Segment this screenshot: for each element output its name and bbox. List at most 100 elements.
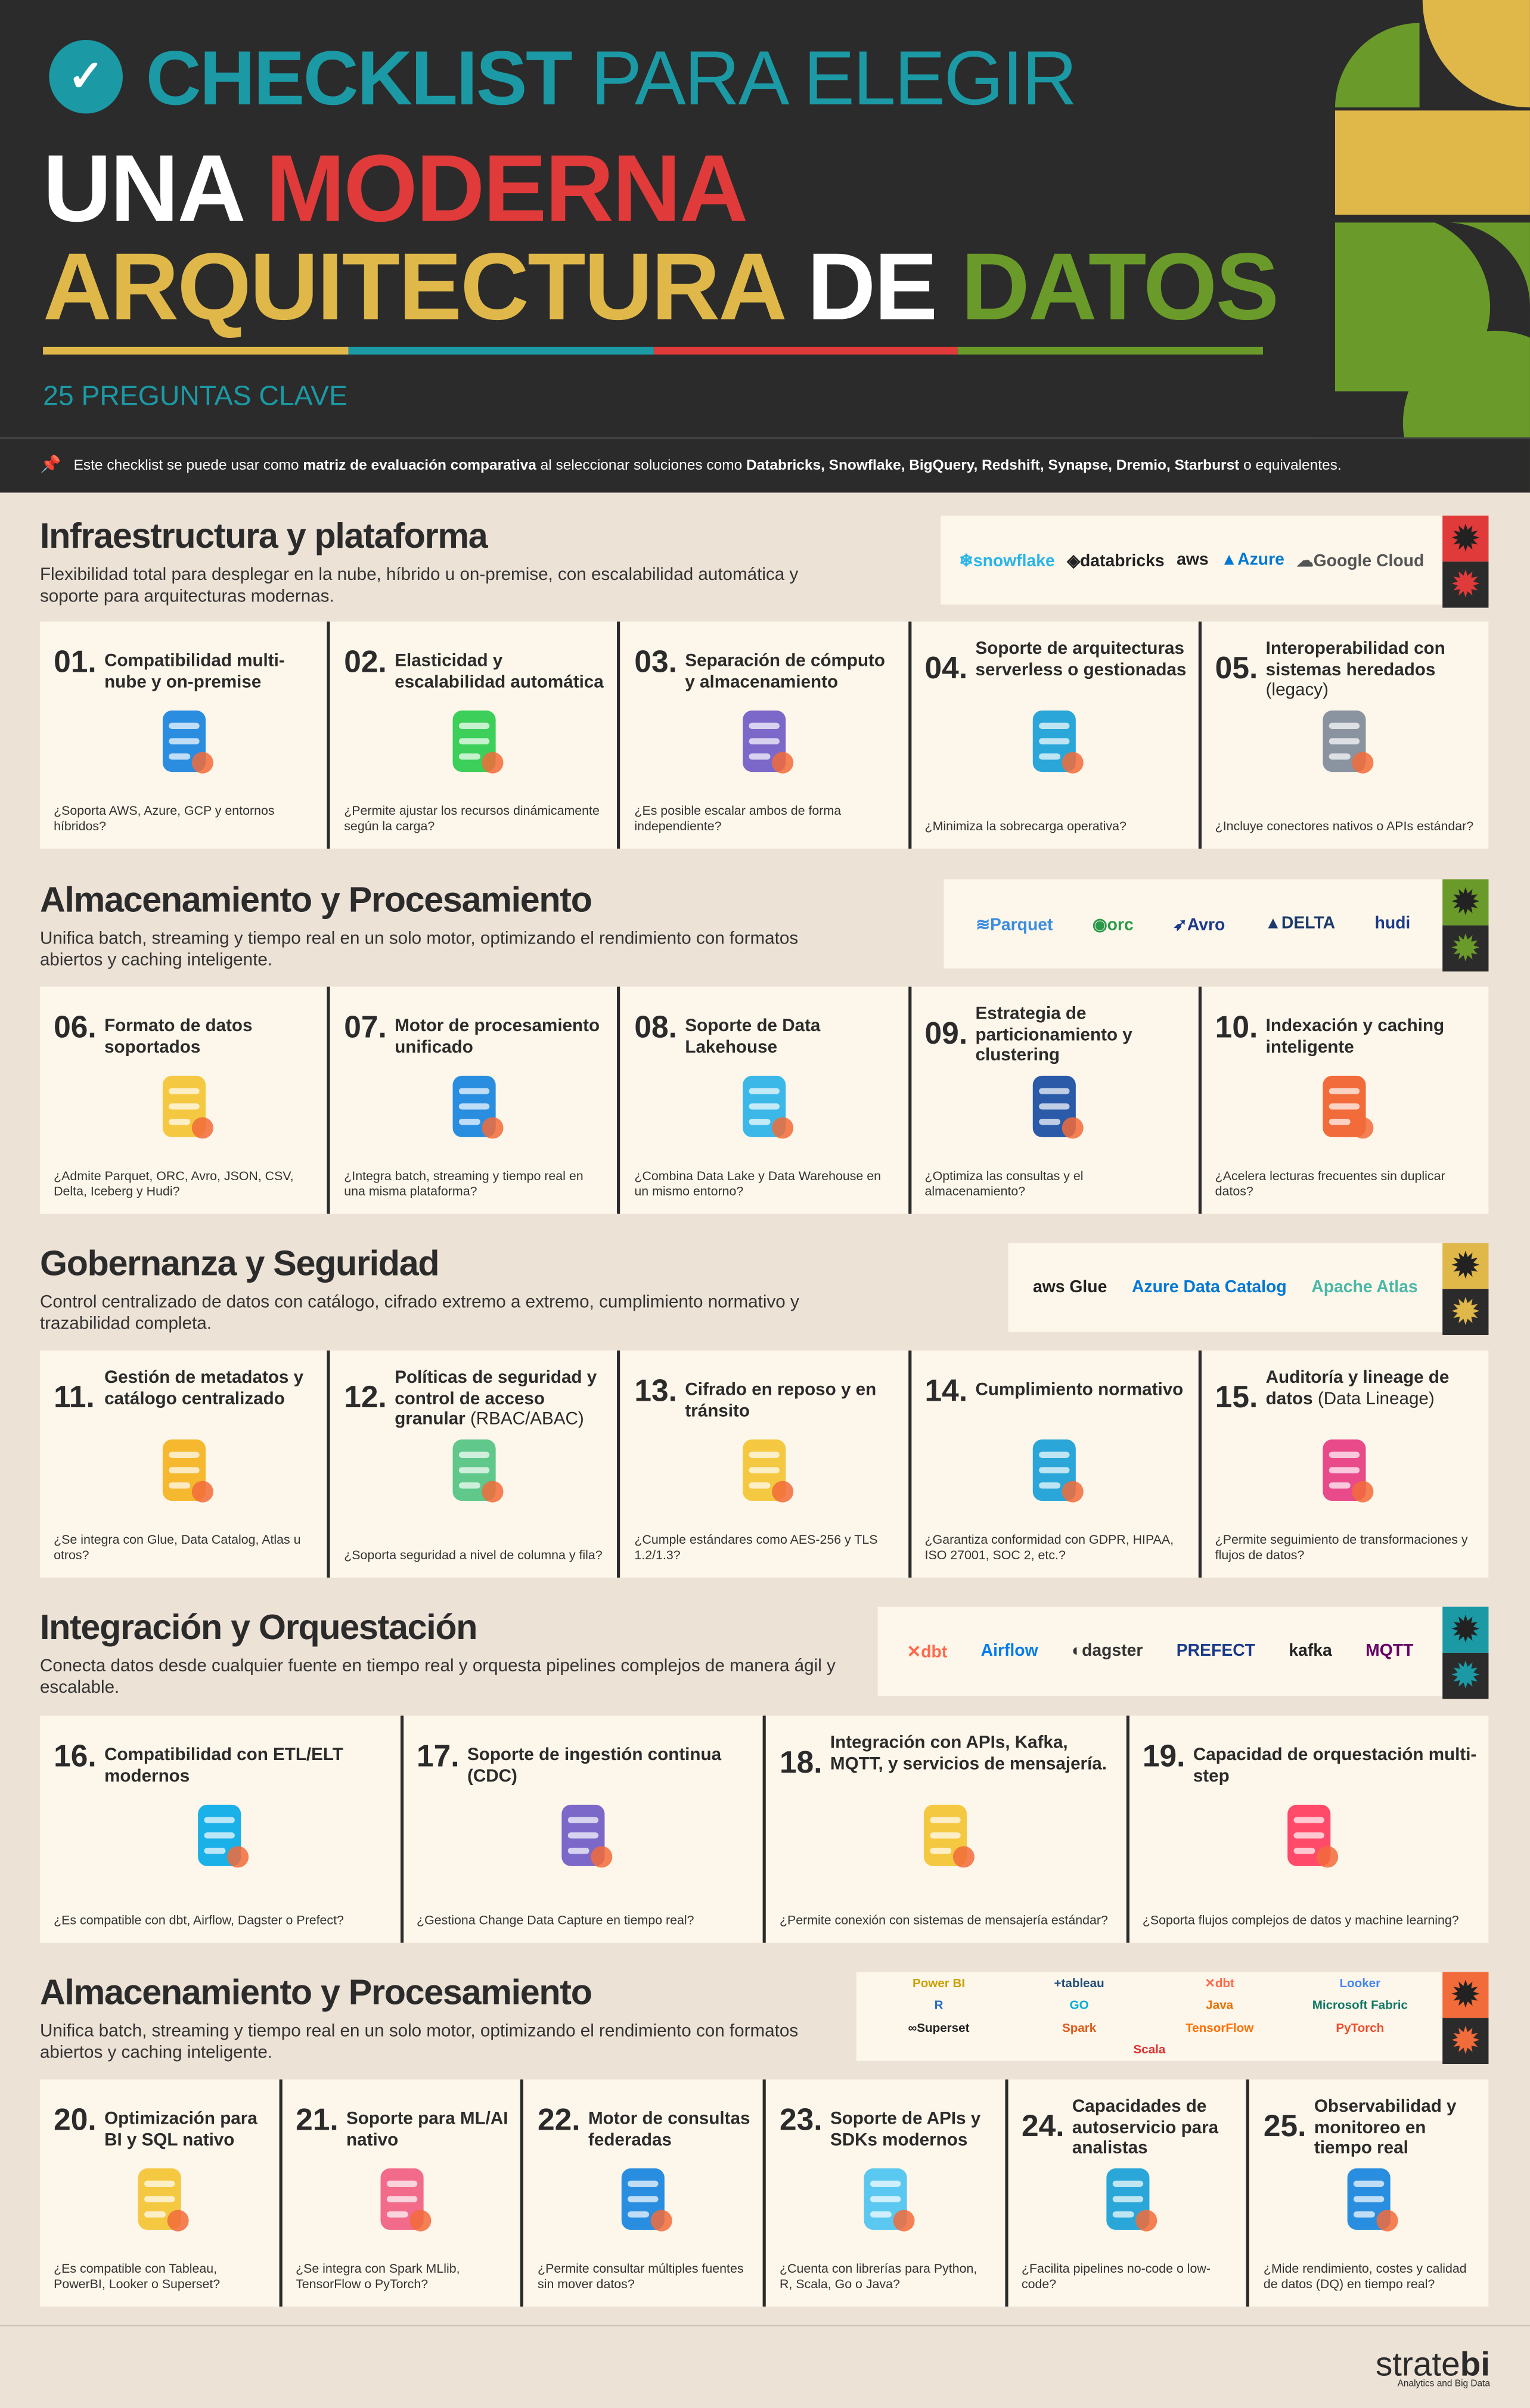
vendor-logo: TensorFlow <box>1185 2021 1254 2035</box>
vendor-logo: ▲Azure <box>1221 551 1284 570</box>
checklist-card: 02. Elasticidad y escalabilidad automáti… <box>327 621 617 849</box>
vendor-logos: ≋Parquet ◉orc ➶Avro ▲DELTA hudi <box>944 879 1443 969</box>
starburst-icon: ✹ <box>1442 1243 1489 1289</box>
vendor-logo: PyTorch <box>1336 2021 1385 2035</box>
card-number: 14. <box>924 1374 968 1409</box>
checklist-card: 25. Observabilidad y monitoreo en tiempo… <box>1246 2079 1489 2307</box>
geometric-decoration <box>1312 0 1530 437</box>
checklist-card: 22. Motor de consultas federadas ¿Permit… <box>520 2079 763 2307</box>
card-number: 08. <box>634 1011 678 1045</box>
card-number: 13. <box>634 1374 678 1409</box>
vendor-logo: Looker <box>1339 1976 1381 1990</box>
card-title: Soporte de APIs y SDKs modernos <box>830 2110 981 2149</box>
cards-row: 06. Formato de datos soportados ¿Admite … <box>39 986 1489 1214</box>
card-title: Capacidades de autoservicio para analist… <box>1072 2097 1219 2158</box>
bi-dashboard-icon <box>138 2168 189 2232</box>
starburst-icon: ✹ <box>1442 1652 1489 1699</box>
section-description: Conecta datos desde cualquier fuente en … <box>39 1657 836 1698</box>
cards-row: 11. Gestión de metadatos y catálogo cent… <box>39 1350 1489 1578</box>
database-icon <box>162 710 213 774</box>
title-line-1: CHECKLIST PARA ELEGIR <box>146 34 1078 123</box>
card-number: 11. <box>54 1381 95 1415</box>
search-database-icon <box>622 2168 673 2232</box>
card-number: 09. <box>924 1017 968 1051</box>
card-title: Motor de consultas federadas <box>588 2110 750 2149</box>
card-number: 22. <box>538 2103 581 2138</box>
card-question: ¿Permite ajustar los recursos dinámicame… <box>344 802 600 834</box>
starburst-icon: ✹ <box>1442 1289 1489 1335</box>
title-moderna: MODERNA <box>266 136 748 243</box>
section-badges: ✹ ✹ <box>1442 516 1489 608</box>
card-question: ¿Admite Parquet, ORC, Avro, JSON, CSV, D… <box>54 1168 294 1199</box>
card-title: Compatibilidad con ETL/ELT modernos <box>104 1746 343 1786</box>
checklist-card: 10. Indexación y caching inteligente ¿Ac… <box>1198 986 1488 1214</box>
section-badges: ✹ ✹ <box>1442 1243 1489 1335</box>
card-number: 04. <box>924 652 968 686</box>
card-question: ¿Permite conexión con sistemas de mensaj… <box>779 1912 1108 1928</box>
starburst-icon: ✹ <box>1442 561 1489 608</box>
starburst-icon: ✹ <box>1442 879 1489 926</box>
card-title: Capacidad de orquestación multi-step <box>1193 1746 1477 1786</box>
card-title: Auditoría y lineage de datos (Data Linea… <box>1265 1369 1450 1408</box>
card-title: Cifrado en reposo y en tránsito <box>685 1381 877 1420</box>
title-line-3: ARQUITECTURA DE DATOS <box>43 233 1279 342</box>
card-question: ¿Facilita pipelines no-code o low-code? <box>1021 2260 1211 2292</box>
cache-icon <box>1323 1075 1374 1139</box>
title-para-elegir: PARA ELEGIR <box>571 35 1077 122</box>
card-question: ¿Cumple estándares como AES-256 y TLS 1.… <box>634 1531 878 1563</box>
lakehouse-icon <box>743 1075 794 1139</box>
vendor-logo: ▲DELTA <box>1264 914 1336 933</box>
card-question: ¿Gestiona Change Data Capture en tiempo … <box>417 1912 694 1928</box>
checklist-card: 21. Soporte para ML/AI nativo ¿Se integr… <box>278 2079 521 2307</box>
vendor-logo: Airflow <box>980 1641 1038 1661</box>
checklist-card: 07. Motor de procesamiento unificado ¿In… <box>327 986 617 1214</box>
card-number: 24. <box>1021 2110 1065 2144</box>
stratebi-logo: stratebi Analytics and Big Data <box>1375 2345 1491 2390</box>
vendor-logo: Spark <box>1062 2021 1097 2035</box>
card-number: 03. <box>634 646 678 680</box>
starburst-icon: ✹ <box>1442 2018 1489 2064</box>
vendor-logos: aws Glue Azure Data Catalog Apache Atlas <box>1008 1243 1443 1332</box>
starburst-icon: ✹ <box>1442 1972 1489 2018</box>
card-number: 07. <box>344 1011 387 1045</box>
card-number: 18. <box>779 1746 823 1780</box>
checklist-card: 04. Soporte de arquitecturas serverless … <box>908 621 1198 849</box>
section-2: Almacenamiento y Procesamiento Unifica b… <box>39 879 1489 1217</box>
title-de: DE <box>807 234 961 341</box>
vendor-logo: Scala <box>1133 2043 1166 2057</box>
title-arquitectura: ARQUITECTURA <box>43 234 808 341</box>
card-question: ¿Es posible escalar ambos de forma indep… <box>634 802 842 834</box>
usage-note: 📌 Este checklist se puede usar como matr… <box>0 437 1530 493</box>
pin-icon: 📌 <box>39 455 61 474</box>
checklist-card: 01. Compatibilidad multi-nube y on-premi… <box>40 622 327 849</box>
cards-row: 20. Optimización para BI y SQL nativo ¿E… <box>39 2079 1489 2307</box>
section-badges: ✹ ✹ <box>1442 1972 1489 2064</box>
card-number: 20. <box>54 2103 97 2138</box>
card-number: 21. <box>296 2103 339 2138</box>
vendor-logo: ◐dagster <box>1071 1641 1143 1661</box>
title-datos: DATOS <box>961 234 1279 341</box>
card-number: 10. <box>1215 1011 1258 1045</box>
vendor-logos: ✕dbt Airflow ◐dagster PREFECT kafka MQTT <box>877 1606 1443 1696</box>
resize-icon <box>452 710 503 774</box>
card-number: 15. <box>1215 1381 1258 1415</box>
vendor-logo: ➶Avro <box>1173 915 1225 934</box>
card-question: ¿Acelera lecturas frecuentes sin duplica… <box>1215 1168 1445 1199</box>
vendor-logo: ❄snowflake <box>959 551 1055 570</box>
section-4: Integración y Orquestación Conecta datos… <box>39 1606 1489 1944</box>
card-title: Cumplimiento normativo <box>975 1381 1184 1400</box>
vendor-logo: ∞Superset <box>908 2021 970 2035</box>
card-title: Elasticidad y escalabilidad automática <box>395 652 604 691</box>
compliance-icon <box>1033 1439 1084 1503</box>
section-badges: ✹ ✹ <box>1442 1606 1489 1699</box>
card-number: 16. <box>54 1740 97 1774</box>
title-una: UNA <box>43 136 266 243</box>
card-number: 06. <box>54 1011 97 1045</box>
checklist-card: 16. Compatibilidad con ETL/ELT modernos … <box>40 1716 400 1943</box>
card-title: Indexación y caching inteligente <box>1265 1017 1445 1057</box>
vendor-logo: PREFECT <box>1176 1641 1255 1661</box>
api-icon <box>924 1804 975 1868</box>
vendor-logo: Azure Data Catalog <box>1131 1278 1287 1297</box>
checklist-card: 17. Soporte de ingestión continua (CDC) … <box>399 1715 763 1943</box>
